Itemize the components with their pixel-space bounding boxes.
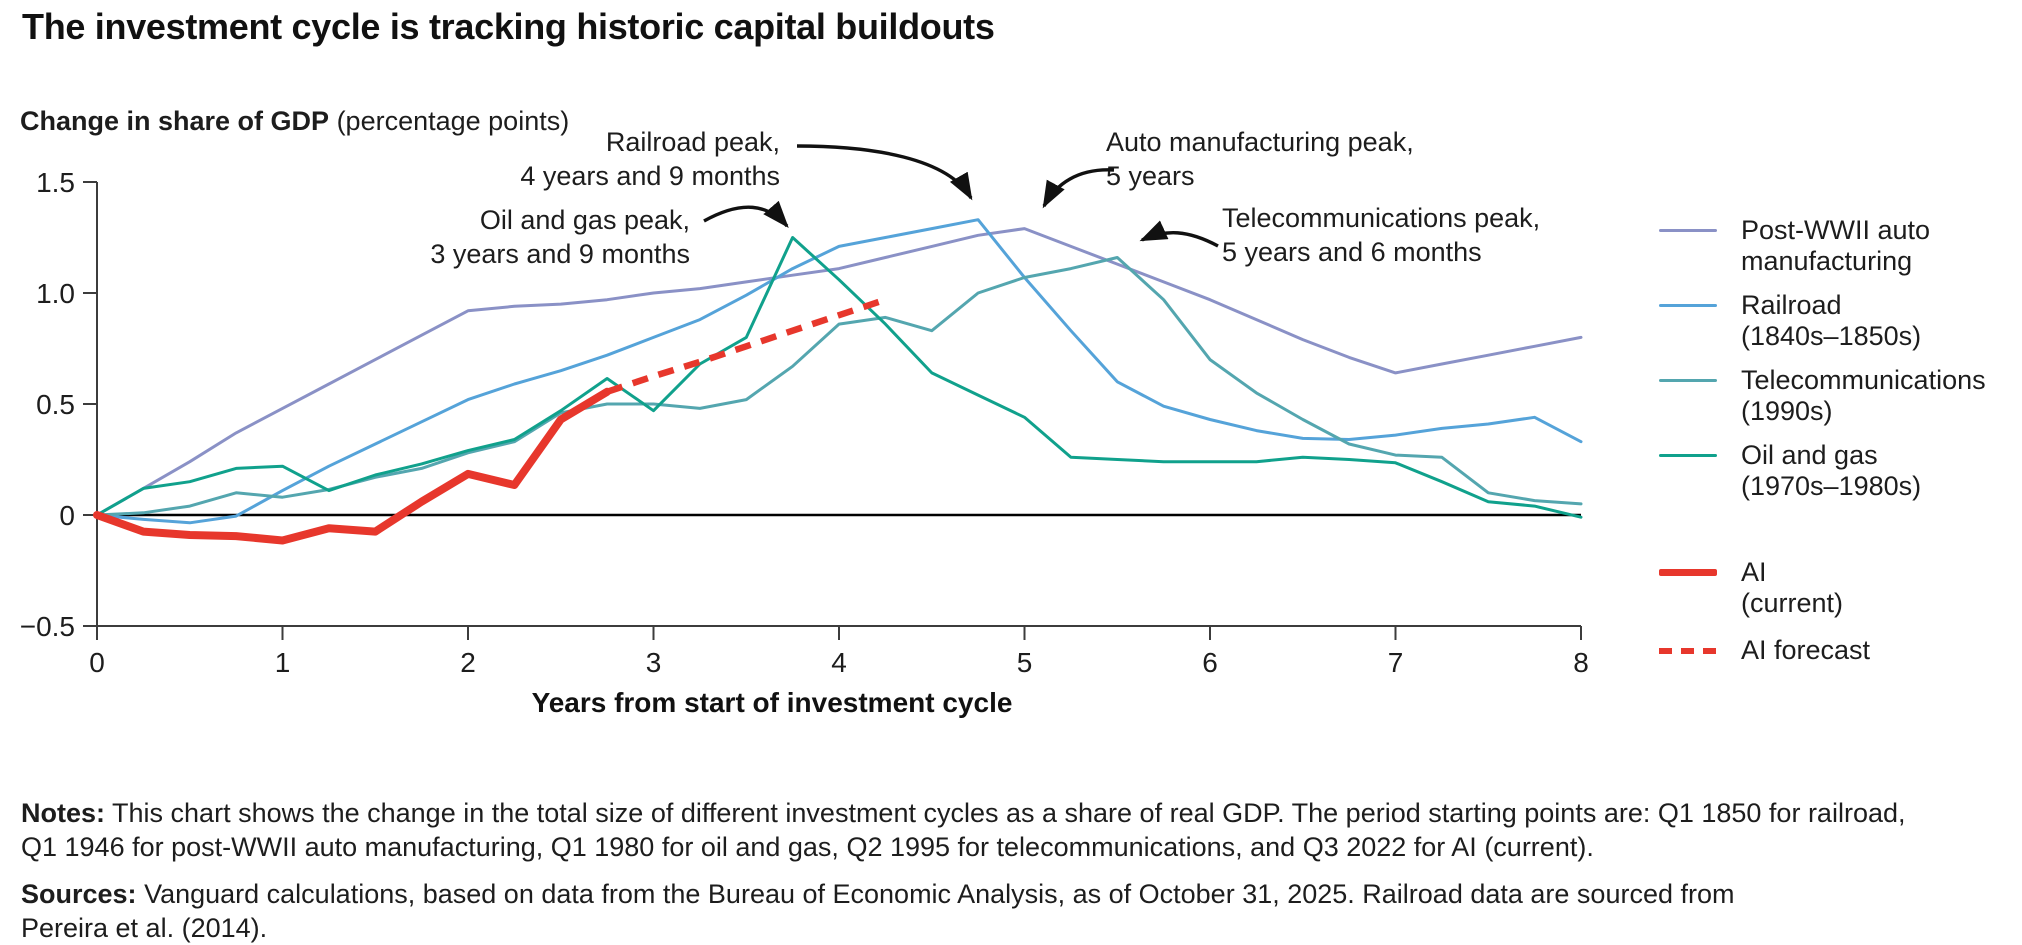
x-tick-label: 0 — [89, 647, 105, 678]
y-axis-title-bold: Change in share of GDP — [20, 106, 330, 136]
y-tick-label: 1.0 — [36, 278, 75, 309]
annotation-arrow-icon — [1139, 220, 1219, 248]
annotation-text: Auto manufacturing peak, — [1106, 127, 1414, 157]
annotation-text: 5 years — [1106, 161, 1195, 191]
legend-item: Telecommunications (1990s) — [1659, 365, 2019, 427]
x-tick-label: 7 — [1388, 647, 1404, 678]
notes-block: Notes: This chart shows the change in th… — [21, 796, 2005, 945]
axes: 1.5 1.0 0.5 0 −0.5 0 1 2 3 4 5 6 7 8 Years from start … — [20, 167, 1589, 718]
y-tick-label: 0.5 — [36, 389, 75, 420]
legend-label: Telecommunications (1990s) — [1741, 365, 1986, 426]
legend-swatch-line-icon — [1659, 379, 1717, 382]
legend-item: AI (current) — [1659, 557, 2019, 619]
notes-line-2: Q1 1946 for post-WWII auto manufacturing… — [21, 832, 1594, 862]
legend-label: AI (current) — [1741, 557, 1844, 618]
y-axis-title: Change in share of GDP (percentage point… — [20, 106, 569, 137]
series-line-telecom — [95, 256, 1583, 517]
annotation-arrow-icon — [703, 200, 789, 229]
annotation-text: Oil and gas peak, — [480, 205, 690, 235]
chart-annotations: Oil and gas peak, 3 years and 9 months Rai… — [430, 127, 1540, 269]
sources-label: Sources: — [21, 879, 137, 909]
legend-label: Railroad (1840s–1850s) — [1741, 290, 1922, 351]
series-line-postwar-auto — [95, 227, 1583, 517]
series-line-ai-forecast — [606, 296, 887, 395]
annotation-text: Railroad peak, — [606, 127, 780, 157]
notes-line-1: Notes: This chart shows the change in th… — [21, 798, 1906, 828]
legend-swatch-line-icon — [1659, 569, 1717, 576]
x-tick-label: 3 — [646, 647, 662, 678]
annotation-text: 4 years and 9 months — [520, 161, 780, 191]
legend-item: AI forecast — [1659, 635, 2019, 666]
annotation-text: 3 years and 9 months — [430, 239, 690, 269]
page-title: The investment cycle is tracking histori… — [22, 6, 995, 47]
series-line-railroad — [95, 218, 1583, 525]
annotation-text: Telecommunications peak, — [1222, 203, 1540, 233]
x-tick-label: 6 — [1202, 647, 1218, 678]
legend-swatch-dashed-line-icon — [1659, 648, 1717, 654]
chart-legend: Post-WWII auto manufacturing Railroad (1840… — [1659, 215, 2019, 679]
series-line-ai-current — [93, 387, 612, 545]
series-line-oil-gas — [95, 236, 1583, 519]
legend-item: Oil and gas (1970s–1980s) — [1659, 440, 2019, 502]
y-axis-title-note: (percentage points) — [329, 106, 570, 136]
legend-swatch-line-icon — [1659, 304, 1717, 307]
x-tick-label: 4 — [831, 647, 847, 678]
legend-item: Post-WWII auto manufacturing — [1659, 215, 2019, 277]
x-tick-label: 2 — [460, 647, 476, 678]
legend-swatch-line-icon — [1659, 229, 1717, 232]
annotation-arrow-icon — [796, 144, 973, 201]
x-tick-label: 1 — [275, 647, 291, 678]
sources-line-1: Sources: Vanguard calculations, based on… — [21, 879, 1735, 909]
chart-series — [93, 218, 1583, 545]
x-tick-label: 8 — [1573, 647, 1589, 678]
annotation-arrow-icon — [1042, 168, 1115, 209]
legend-label: AI forecast — [1741, 635, 1871, 665]
annotation-text: 5 years and 6 months — [1222, 237, 1482, 267]
y-tick-label: −0.5 — [20, 611, 75, 642]
y-tick-label: 1.5 — [36, 167, 75, 198]
legend-swatch-line-icon — [1659, 454, 1717, 457]
legend-item: Railroad (1840s–1850s) — [1659, 290, 2019, 352]
line-chart: 1.5 1.0 0.5 0 −0.5 0 1 2 3 4 5 6 7 8 Years from start … — [20, 127, 1589, 718]
x-tick-label: 5 — [1017, 647, 1033, 678]
y-tick-label: 0 — [59, 500, 75, 531]
legend-label: Post-WWII auto manufacturing — [1741, 215, 1931, 276]
notes-label: Notes: — [21, 798, 106, 828]
x-axis-title: Years from start of investment cycle — [532, 687, 1013, 718]
sources-line-2: Pereira et al. (2014). — [21, 913, 268, 943]
legend-label: Oil and gas (1970s–1980s) — [1741, 440, 1922, 501]
